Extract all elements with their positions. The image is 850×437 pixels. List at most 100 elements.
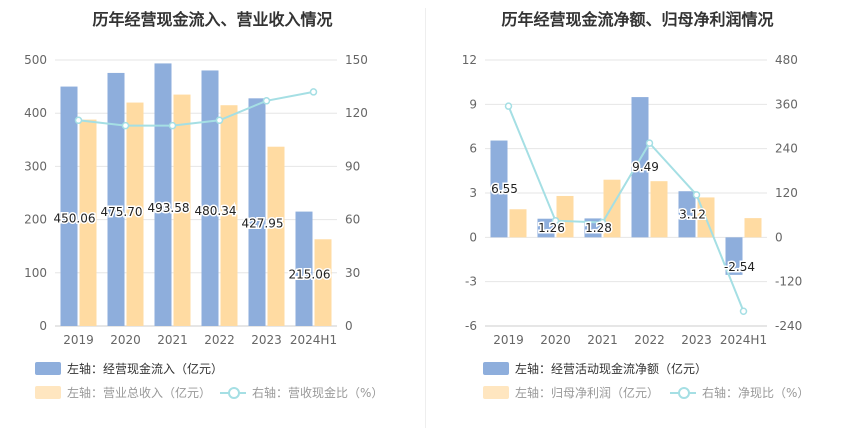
bar-primary — [107, 72, 125, 326]
chart-panel-netcash-profit: 历年经营现金流净额、归母净利润情况 -6 -3 0 3 6 9 12 -240 -120 0 120… — [425, 0, 850, 437]
bar-secondary — [650, 181, 668, 238]
y-right-tick-label: 0 — [775, 230, 783, 244]
y-left-tick-label: 500 — [24, 53, 47, 67]
bar-primary — [201, 70, 219, 326]
bar-secondary — [220, 105, 238, 326]
bar-data-label: 493.58 — [148, 201, 190, 215]
x-tick-label: 2022 — [634, 333, 665, 347]
legend-item-ratio[interactable]: 右轴：营收现金比（%） — [220, 384, 383, 401]
legend: 左轴：经营活动现金流净额（亿元） 左轴：归母净利润（亿元） 右轴：净现比（%） — [425, 356, 850, 416]
legend-line-swatch — [670, 386, 696, 399]
legend-item-net-cash-ratio[interactable]: 右轴：净现比（%） — [670, 384, 809, 401]
chart-title: 历年经营现金流入、营业收入情况 — [92, 10, 333, 29]
ratio-point — [262, 97, 271, 105]
legend-item-cash-inflow[interactable]: 左轴：经营现金流入（亿元） — [35, 360, 223, 377]
legend: 左轴：经营现金流入（亿元） 左轴：营业总收入（亿元） 右轴：营收现金比（%） — [0, 356, 425, 416]
bar-primary — [154, 63, 172, 327]
ratio-point — [168, 121, 177, 130]
bar-primary — [295, 211, 313, 326]
ratio-point — [504, 102, 513, 110]
legend-label: 左轴：营业总收入（亿元） — [67, 386, 212, 400]
y-right-tick-label: 120 — [345, 106, 368, 120]
legend-item-revenue[interactable]: 左轴：营业总收入（亿元） — [35, 384, 211, 401]
bar-primary — [60, 86, 78, 326]
bar-primary — [537, 218, 555, 238]
chart-svg-netcash-profit: -6 -3 0 3 6 9 12 -240 -120 0 120 240 360 480 2019 2020 2… — [462, 53, 803, 347]
y-right-tick-label: 120 — [775, 186, 798, 200]
x-tick-label: 2023 — [251, 333, 282, 347]
bar-primary — [631, 97, 649, 238]
bar-secondary — [509, 209, 527, 238]
ratio-line — [507, 105, 745, 312]
x-tick-label: 2021 — [587, 333, 618, 347]
y-left-tick-label: -3 — [465, 275, 477, 289]
legend-item-net-profit[interactable]: 左轴：归母净利润（亿元） — [483, 384, 659, 401]
y-left-tick-label: 0 — [39, 319, 47, 333]
bar-data-label: 6.55 — [491, 182, 518, 196]
y-right-tick-label: 90 — [345, 159, 360, 173]
ratio-point — [739, 307, 748, 315]
ratio-point — [309, 88, 318, 96]
x-tick-label: 2019 — [493, 333, 524, 347]
legend-item-net-cashflow[interactable]: 左轴：经营活动现金流净额（亿元） — [483, 360, 707, 377]
y-right-tick-label: 60 — [345, 213, 360, 227]
bar-data-label: 427.95 — [242, 217, 284, 231]
bar-secondary — [267, 146, 285, 326]
bar-data-label: 1.28 — [585, 221, 612, 235]
ratio-point — [692, 191, 701, 199]
y-left-tick-label: 3 — [469, 186, 477, 200]
y-right-tick-label: 360 — [775, 97, 798, 111]
ratio-point — [598, 218, 607, 227]
x-tick-label: 2024H1 — [720, 333, 767, 347]
legend-swatch — [35, 386, 61, 399]
bar-primary — [725, 237, 743, 275]
bar-data-label: 475.70 — [101, 205, 143, 219]
y-right-tick-label: -240 — [775, 319, 802, 333]
legend-swatch — [35, 362, 61, 375]
bar-secondary — [556, 195, 574, 238]
x-tick-label: 2023 — [681, 333, 712, 347]
y-left-tick-label: 0 — [469, 230, 477, 244]
y-left-tick-label: 12 — [462, 53, 477, 67]
y-left-tick-label: 200 — [24, 213, 47, 227]
bar-data-label: 215.06 — [289, 268, 331, 282]
bar-data-label: 1.26 — [538, 221, 565, 235]
chart-svg-cashflow-revenue: 0 100 200 300 400 500 0 30 60 90 120 150 2019 2020 202… — [24, 53, 368, 347]
bar-data-label: 450.06 — [54, 211, 96, 225]
y-left-tick-label: 6 — [469, 142, 477, 156]
bar-data-label: -2.54 — [724, 260, 755, 274]
y-right-tick-label: -120 — [775, 275, 802, 289]
x-tick-label: 2019 — [63, 333, 94, 347]
x-tick-label: 2024H1 — [290, 333, 337, 347]
ratio-point — [645, 139, 654, 147]
bar-data-label: 9.49 — [632, 160, 659, 174]
bar-primary — [678, 191, 696, 238]
legend-swatch — [483, 386, 509, 399]
y-right-tick-label: 240 — [775, 142, 798, 156]
bar-secondary — [126, 102, 144, 326]
legend-label: 左轴：归母净利润（亿元） — [515, 386, 660, 400]
bar-secondary — [603, 179, 621, 238]
y-left-tick-label: -6 — [465, 319, 477, 333]
bar-data-label: 3.12 — [679, 207, 706, 221]
legend-label: 右轴：营收现金比（%） — [252, 386, 384, 400]
legend-label: 左轴：经营活动现金流净额（亿元） — [515, 362, 708, 376]
ratio-line — [78, 90, 314, 127]
bar-secondary — [314, 239, 332, 326]
chart-title: 历年经营现金流净额、归母净利润情况 — [501, 10, 774, 29]
bar-secondary — [79, 119, 97, 326]
bar-secondary — [744, 218, 762, 238]
legend-line-swatch — [220, 386, 246, 399]
bar-data-label: 480.34 — [195, 204, 237, 218]
y-right-tick-label: 0 — [345, 319, 353, 333]
y-right-tick-label: 150 — [345, 53, 368, 67]
ratio-point — [551, 216, 560, 225]
y-left-tick-label: 300 — [24, 159, 47, 173]
bar-primary — [490, 140, 508, 238]
legend-label: 右轴：净现比（%） — [702, 386, 810, 400]
y-left-tick-label: 9 — [469, 97, 477, 111]
panel-divider — [425, 8, 426, 428]
ratio-point — [121, 121, 130, 130]
y-left-tick-label: 400 — [24, 106, 47, 120]
legend-swatch — [483, 362, 509, 375]
